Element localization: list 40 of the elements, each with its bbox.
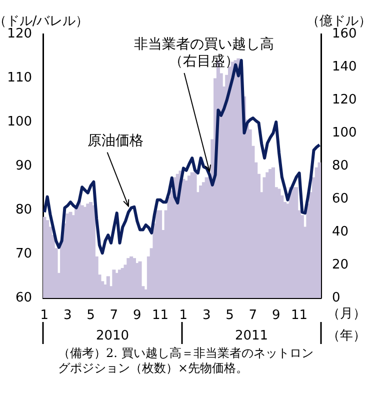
y2-tick-label: 100 xyxy=(332,125,357,140)
y2-tick-label: 60 xyxy=(332,191,349,206)
bar xyxy=(138,261,142,298)
y-tick-label: 110 xyxy=(7,70,32,86)
bar xyxy=(106,276,110,298)
x-tick-label: 7 xyxy=(248,308,258,324)
y-tick-label: 70 xyxy=(15,246,32,262)
x-tick-label: 3 xyxy=(63,308,72,324)
text: （備考）2. 買い越し高＝非当業者のネットロングポジション（枚数）×先物価格。 xyxy=(58,346,314,376)
y2-tick-label: 160 xyxy=(332,26,357,42)
y2-tick-label: 140 xyxy=(332,59,357,74)
y2-axis-title: （億ドル） xyxy=(306,14,372,29)
x-tick-label: 9 xyxy=(132,308,142,324)
text: 2010 xyxy=(96,328,130,344)
series-label: 非当業者の買い越し高（右目盛） xyxy=(134,36,274,70)
x-tick-label: 11 xyxy=(152,308,169,324)
y2-tick-label: 40 xyxy=(332,224,349,240)
y2-tick-label: 0 xyxy=(332,290,340,306)
x-tick-label: 9 xyxy=(272,308,280,324)
x-tick-label: 5 xyxy=(86,308,95,324)
y-tick-label: 120 xyxy=(7,26,32,42)
x-tick-label: 3 xyxy=(202,308,211,324)
bar xyxy=(318,162,321,298)
x-tick-label: 11 xyxy=(291,308,308,324)
text: （月） xyxy=(327,306,366,322)
y2-tick-label: 80 xyxy=(332,158,349,174)
x-tick-label: 1 xyxy=(40,308,49,324)
y2-tick-label: 20 xyxy=(332,257,349,272)
x-tick-label: 1 xyxy=(179,308,188,324)
y-tick-label: 80 xyxy=(15,202,32,218)
text: 2011 xyxy=(234,328,268,344)
y2-tick-label: 120 xyxy=(332,92,357,108)
y-axis-title: （ドル/バレル） xyxy=(0,14,89,29)
y-tick-label: 90 xyxy=(15,158,32,174)
text: 原油価格 xyxy=(87,132,144,149)
x-tick-label: 7 xyxy=(110,308,118,324)
text: （年） xyxy=(327,328,366,344)
x-tick-label: 5 xyxy=(226,308,234,324)
y-tick-label: 60 xyxy=(15,290,32,306)
y-tick-label: 100 xyxy=(7,114,32,130)
